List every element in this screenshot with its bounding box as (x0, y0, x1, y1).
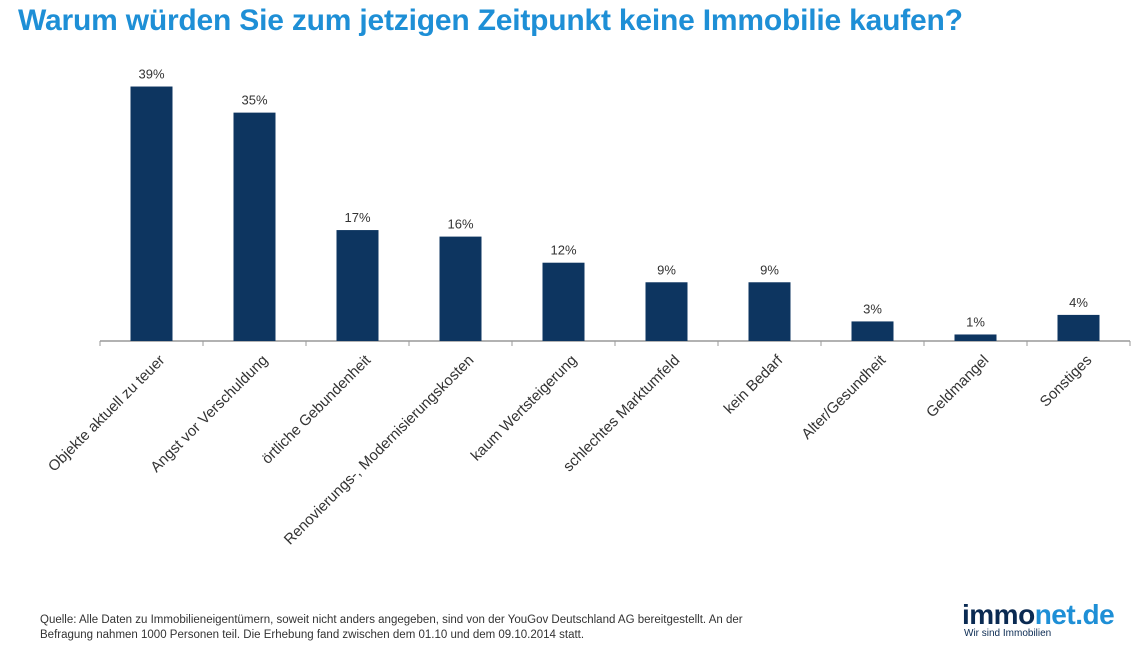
category-label: Angst vor Verschuldung (147, 352, 271, 476)
bar (1057, 314, 1100, 341)
bar (336, 230, 379, 341)
data-label: 17% (344, 210, 370, 225)
category-label: Geldmangel (923, 352, 992, 421)
category-label: Sonstiges (1037, 352, 1096, 411)
category-label: schlechtes Marktumfeld (560, 352, 683, 475)
source-note: Quelle: Alle Daten zu Immobilieneigentüm… (40, 613, 920, 643)
data-label: 35% (241, 93, 267, 108)
chart-title: Warum würden Sie zum jetzigen Zeitpunkt … (18, 4, 963, 37)
logo-tagline: Wir sind Immobilien (964, 628, 1052, 639)
data-label: 4% (1069, 295, 1088, 310)
category-label: örtliche Gebundenheit (259, 351, 375, 467)
immonet-logo: immonet.de Wir sind Immobilien (962, 600, 1132, 640)
data-label: 1% (966, 314, 985, 329)
category-label: kein Bedarf (721, 351, 787, 417)
logo-part-2: net.de (1034, 599, 1115, 630)
data-label: 3% (863, 301, 882, 316)
source-line-1: Quelle: Alle Daten zu Immobilieneigentüm… (40, 614, 743, 626)
bar (748, 282, 791, 341)
bar (542, 262, 585, 341)
category-label: kaum Wertsteigerung (468, 352, 581, 465)
data-label: 16% (447, 217, 473, 232)
bar (645, 282, 688, 341)
bar (439, 236, 482, 341)
category-label: Alter/Gesundheit (798, 351, 890, 443)
source-line-2: Befragung nahmen 1000 Personen teil. Die… (40, 629, 585, 641)
data-label: 9% (657, 262, 676, 277)
bar-chart: 39% Objekte aktuell zu teuer 35% Angst vor … (45, 67, 1131, 549)
data-label: 9% (760, 262, 779, 277)
data-label: 12% (550, 243, 576, 258)
logo-part-1: immo (962, 599, 1035, 630)
data-label: 39% (138, 67, 164, 82)
category-label: Renovierungs-, Modernisierungskosten (281, 352, 478, 549)
category-label: Objekte aktuell zu teuer (45, 352, 168, 475)
bar (954, 334, 997, 341)
bar (130, 86, 173, 342)
bar (233, 112, 276, 341)
bar (851, 321, 894, 341)
logo-wordmark: immonet.de (962, 600, 1132, 630)
